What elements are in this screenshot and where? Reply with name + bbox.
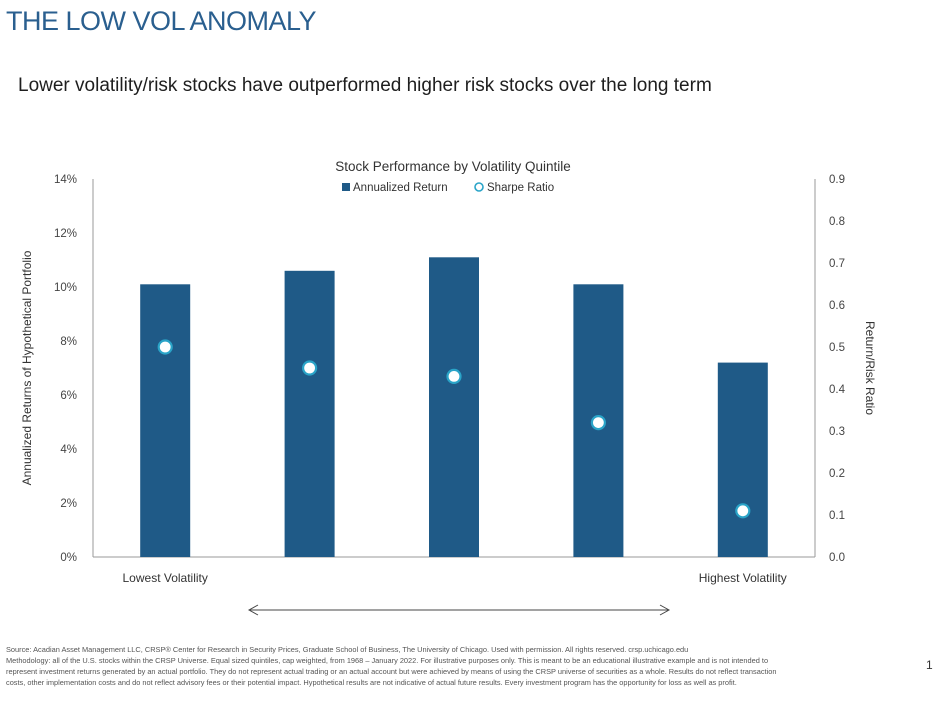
- legend-swatch-annualized-return: [342, 183, 350, 191]
- volatility-quintile-chart: Stock Performance by Volatility Quintile…: [20, 159, 877, 616]
- sharpe-ratio-marker: [590, 415, 607, 431]
- page-number: 1: [926, 658, 933, 672]
- volatility-range-arrow: [247, 604, 671, 616]
- category-label: Highest Volatility: [699, 571, 787, 585]
- source-footnote: Source: Acadian Asset Management LLC, CR…: [6, 644, 906, 688]
- chart-title: Stock Performance by Volatility Quintile: [335, 159, 571, 174]
- chart-legend: Annualized Return Sharpe Ratio: [342, 182, 554, 194]
- annualized-return-bar: [717, 362, 768, 557]
- right-tick-label: 0.5: [829, 342, 845, 354]
- left-tick-label: 6%: [60, 390, 77, 402]
- left-axis-tick-labels: 0% 2% 4% 6% 8% 10% 12% 14%: [54, 174, 77, 564]
- footnote-line: Methodology: all of the U.S. stocks with…: [6, 656, 769, 665]
- slide-title: THE LOW VOL ANOMALY: [6, 6, 317, 36]
- footnote-line: represent investment returns generated b…: [6, 667, 777, 676]
- sharpe-ratio-marker: [157, 339, 173, 355]
- annualized-return-bar: [140, 284, 191, 557]
- annualized-return-bars: [140, 257, 768, 557]
- right-tick-label: 0.6: [829, 300, 845, 312]
- y-axis-label-right: Return/Risk Ratio: [863, 321, 877, 415]
- right-tick-label: 0.0: [829, 552, 845, 564]
- footnote-line: Source: Acadian Asset Management LLC, CR…: [6, 645, 689, 654]
- right-axis-tick-labels: 0.0 0.1 0.2 0.3 0.4 0.5 0.6 0.7 0.8 0.9: [829, 174, 846, 564]
- right-tick-label: 0.3: [829, 426, 845, 438]
- left-tick-label: 8%: [60, 336, 77, 348]
- left-tick-label: 14%: [54, 174, 77, 186]
- right-tick-label: 0.8: [829, 216, 845, 228]
- right-tick-label: 0.2: [829, 468, 845, 480]
- annualized-return-bar: [284, 270, 335, 557]
- right-tick-label: 0.9: [829, 174, 845, 186]
- left-tick-label: 2%: [60, 498, 77, 510]
- legend-label-annualized-return: Annualized Return: [353, 182, 448, 194]
- category-label: Lowest Volatility: [123, 571, 208, 585]
- left-tick-label: 0%: [60, 552, 77, 564]
- legend-label-sharpe-ratio: Sharpe Ratio: [487, 182, 554, 194]
- left-tick-label: 4%: [60, 444, 77, 456]
- footnote-line: costs, other implementation costs and do…: [6, 678, 737, 687]
- legend-marker-sharpe-ratio: [474, 182, 484, 192]
- y-axis-label-left: Annualized Returns of Hypothetical Portf…: [20, 250, 34, 485]
- category-labels: Lowest Volatility Highest Volatility: [123, 571, 787, 585]
- sharpe-ratio-marker: [735, 503, 751, 519]
- sharpe-ratio-marker: [446, 368, 462, 384]
- sharpe-ratio-markers: [157, 339, 751, 519]
- left-tick-label: 10%: [54, 282, 77, 294]
- right-tick-label: 0.7: [829, 258, 845, 270]
- slide-subtitle: Lower volatility/risk stocks have outper…: [18, 75, 712, 96]
- annualized-return-bar: [429, 257, 479, 557]
- sharpe-ratio-marker: [302, 360, 318, 376]
- right-tick-label: 0.1: [829, 510, 845, 522]
- right-tick-label: 0.4: [829, 384, 846, 396]
- left-tick-label: 12%: [54, 228, 77, 240]
